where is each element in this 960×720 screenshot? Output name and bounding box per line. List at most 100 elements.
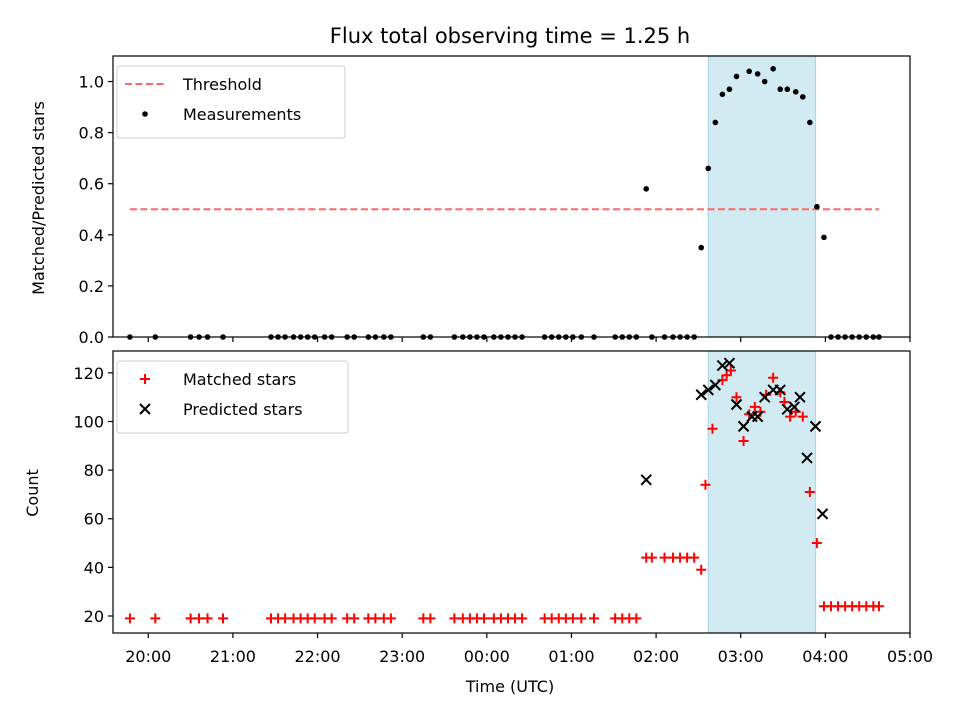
matched-star-point [202,613,213,624]
legend-box [116,360,349,434]
axes-frame [112,350,911,634]
legend-label: Matched stars [183,370,296,389]
top-panel: 0.0 0.2 0.4 0.6 0.8 1.0 Threshold Measurements [79,55,911,347]
x-tick-label: 00:00 [464,647,510,666]
bottom-panel: 20 40 60 80 100 120 20:00 21:00 22:00 23:00 00:00 0… [73,350,933,666]
matched-star-point [478,613,489,624]
legend-matched-swatch [140,374,150,384]
matched-star-point [517,613,528,624]
predicted-star-point [781,403,793,416]
measurement-point [799,94,806,100]
predicted-star-point [716,359,729,372]
matched-star-point [185,613,196,624]
matched-star-point [425,613,436,624]
predicted-star-point [801,452,813,464]
x-tick-label: 04:00 [802,647,848,666]
predicted-star-point [709,379,722,391]
measurement-point [733,73,740,80]
measurement-point [698,244,705,251]
x-tick-label: 05:00 [887,647,933,666]
measurement-point [712,119,719,126]
predicted-star-point [774,384,786,396]
y-tick-label: 60 [84,510,104,529]
matched-star-point [659,552,670,563]
measurement-point [784,86,791,93]
x-tick-label: 01:00 [548,647,594,666]
y-tick-label: 0.4 [79,226,104,245]
top-y-axis-label: Matched/Predicted stars [29,101,48,295]
predicted-star-point [730,398,743,411]
observing-window-highlight [707,55,817,338]
y-tick-label: 1.0 [79,73,104,92]
x-axis-label: Time (UTC) [465,677,554,696]
matched-star-point [731,392,742,403]
legend-label: Measurements [183,105,301,124]
matched-star-point [646,552,657,563]
matched-star-point [326,613,337,624]
legend: Threshold Measurements [116,65,346,139]
axes-frame [112,55,911,338]
measurement-point [770,65,776,72]
observing-window-highlight [707,350,817,634]
matched-star-point [349,613,360,624]
predicted-star-point [816,508,829,520]
x-tick-label: 20:00 [125,647,171,666]
y-tick-label: 80 [84,461,104,480]
measurement-point [814,203,820,210]
measurement-point [754,71,761,77]
predicted-star-point [794,391,806,403]
matched-star-point [707,423,718,434]
matched-star-point [280,613,291,624]
chart-title: Flux total observing time = 1.25 h [330,24,690,48]
matched-star-point [768,372,779,383]
matched-star-point [631,613,642,624]
measurement-point [643,186,650,192]
legend: Matched stars Predicted stars [116,360,349,434]
y-tick-label: 100 [73,413,104,432]
measurement-point [821,234,827,241]
matched-star-point [218,613,229,624]
legend-predicted-swatch [139,403,151,415]
measurement-point [792,88,799,95]
matched-star-point [309,613,320,624]
x-tick-label: 23:00 [379,647,425,666]
matched-star-point [385,613,396,624]
y-tick-label: 20 [84,607,104,626]
measurement-point [807,119,813,126]
matched-star-point [124,613,135,624]
x-tick-label: 02:00 [633,647,679,666]
matched-star-point [738,435,749,446]
predicted-star-point [788,401,801,413]
matched-star-point [689,552,700,563]
matched-star-point [576,613,587,624]
matched-star-point [873,601,884,612]
y-tick-label: 0.0 [79,328,104,347]
predicted-star-point [695,389,707,401]
matched-star-point [449,613,460,624]
matched-star-point [811,538,822,549]
matched-star-point [150,613,161,624]
matched-star-point [700,479,711,490]
predicted-star-point [751,410,764,423]
y-tick-label: 120 [73,364,104,383]
legend-measurement-swatch [142,111,148,117]
matched-star-point [749,401,760,412]
x-tick-label: 22:00 [294,647,340,666]
measurement-point [746,68,752,75]
predicted-star-point [737,420,750,433]
predicted-star-point [640,474,652,486]
matched-star-point [804,487,815,497]
matched-star-point [567,613,578,624]
predicted-star-point [702,384,714,396]
legend-label: Predicted stars [183,400,303,419]
legend-box [116,65,346,139]
y-tick-label: 0.2 [79,277,104,296]
y-tick-label: 40 [84,558,104,577]
matched-star-point [696,564,707,575]
measurement-point [719,91,726,98]
legend-label: Threshold [182,75,262,94]
x-tick-label: 03:00 [718,647,764,666]
y-tick-label: 0.8 [79,124,104,143]
measurement-point [761,78,768,85]
